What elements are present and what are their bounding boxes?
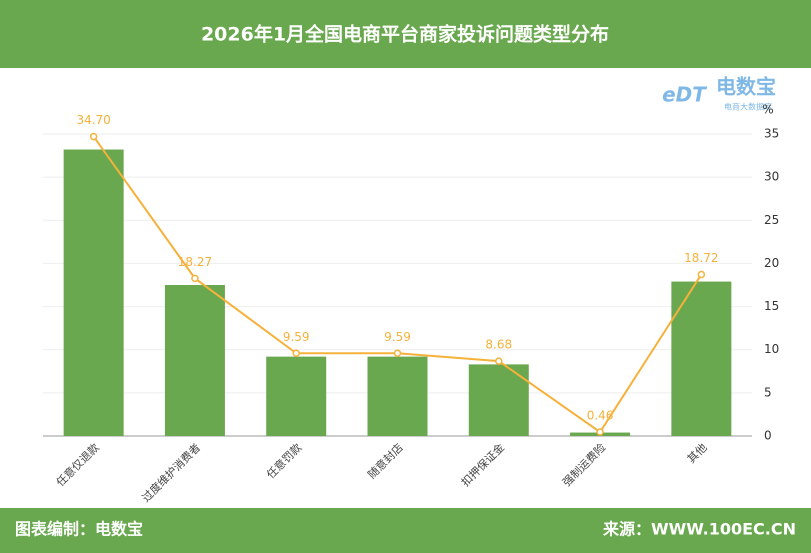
data-label: 0.46 [587,409,614,423]
footer-right: 来源：WWW.100EC.CN [602,520,796,539]
x-tick-label: 其他 [685,441,710,466]
x-tick-label: 随意封店 [365,440,406,481]
y-tick-label: 25 [764,213,779,227]
data-label: 34.70 [76,113,110,127]
line-point [393,349,402,358]
line-point [697,270,706,279]
line-point [89,132,98,141]
bar [671,281,732,436]
logo-subtitle: 电商大数据库 [724,102,772,112]
x-tick-label: 过度维护消费者 [139,440,203,504]
y-tick-label: 5 [764,385,772,399]
data-label: 8.68 [485,338,512,352]
y-tick-label: 15 [764,299,779,313]
plot: 0 5 10 15 20 25 30 35 任意仅退款 过度维护消费者 任意罚款 随意封店 扣押保证金 强… [43,113,779,505]
data-label: 9.59 [384,330,411,344]
x-tick-label: 强制运费险 [560,440,609,489]
line-point [191,274,199,283]
data-label: 9.59 [283,330,310,344]
line-point [292,349,300,358]
x-tick-label: 扣押保证金 [458,440,507,489]
data-label: 18.27 [178,255,212,269]
footer-left: 图表编制：电数宝 [15,520,143,539]
data-label: 18.72 [684,251,718,265]
bar [164,285,225,436]
bar [63,149,124,436]
y-tick-label: 35 [764,127,779,141]
y-tick-label: 20 [764,256,779,270]
header-band [0,0,811,68]
logo-name: 电数宝 [716,75,776,99]
footer-band [0,508,811,553]
chart-title: 2026年1月全国电商平台商家投诉问题类型分布 [201,23,609,46]
x-tick-label: 任意仅退款 [53,440,102,489]
y-tick-label: 30 [764,170,779,184]
bar [266,356,327,436]
y-tick-label: 10 [764,342,779,356]
logo-mark: eDT [662,83,707,107]
x-tick-label: 任意罚款 [263,440,304,481]
line-point [495,357,503,365]
y-unit: % [762,103,773,117]
line-point [596,428,604,436]
y-tick-label: 0 [764,429,772,443]
bar [367,356,428,436]
